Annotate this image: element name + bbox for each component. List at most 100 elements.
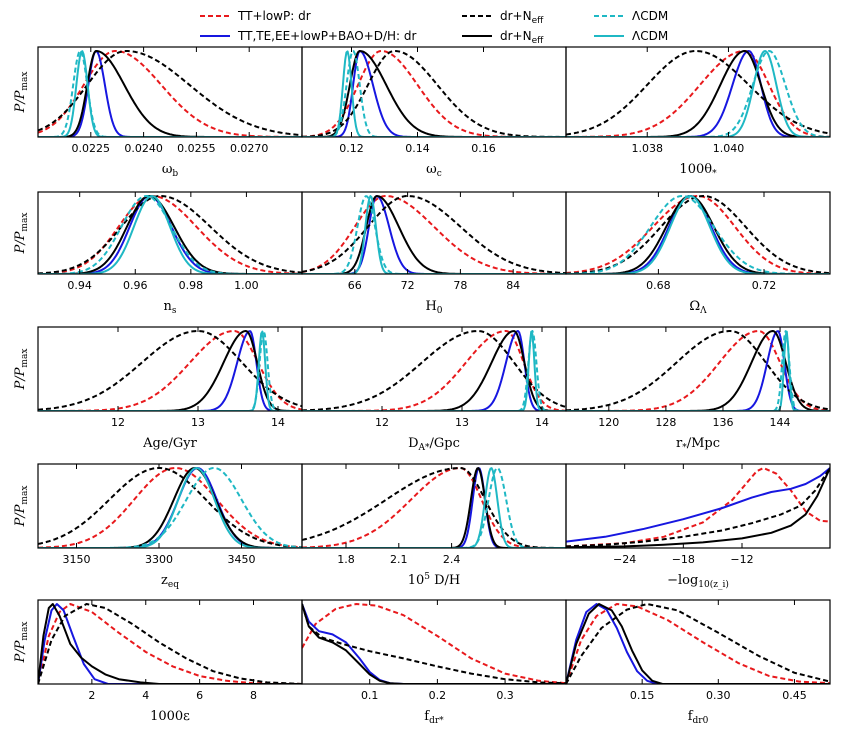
x-axis-label: zeq​ [161,573,179,590]
x-tick-label: 13 [455,416,469,429]
x-tick-label: 84 [506,279,520,292]
x-tick-label: 14 [535,416,549,429]
series-5-curve [38,467,302,548]
series-2-curve [302,467,566,548]
series-4-curve [302,50,566,137]
series-4-curve [302,467,566,548]
legend-entry-1: TT+lowP: dr [200,9,311,23]
x-tick-label: 14 [271,416,285,429]
series-6-curve [302,195,566,274]
x-tick-label: 0.2 [429,689,447,702]
series-2-curve [566,195,830,274]
panel-frame [565,191,831,275]
x-tick-label: 0.68 [646,279,671,292]
series-3-curve [566,330,830,411]
series-4-curve [38,50,302,137]
x-tick-label: 1.040 [713,142,745,155]
x-tick-label: 2.4 [443,553,461,566]
x-axis-label: 100θ*​ [679,162,717,179]
series-4-curve [38,467,302,548]
panel-frame [565,46,831,138]
panel-14: 0.1 0.2 0.3 fdr*​ [301,599,567,726]
x-tick-label: 1.8 [337,553,355,566]
x-tick-label: 12 [111,416,125,429]
series-4-curve [566,50,830,137]
series-3-curve [38,330,302,411]
series-1-curve [38,50,302,137]
x-tick-label: 136 [712,416,733,429]
series-1-curve [302,195,566,274]
x-tick-label: 0.3 [496,689,514,702]
panel-5: 66 72 78 84 H0​ [301,191,567,316]
legend-label: ΛCDM [632,29,668,43]
x-tick-label: 6 [196,689,203,702]
x-tick-label: 120 [598,416,619,429]
series-3-curve [38,195,302,274]
x-tick-label: 0.1 [361,689,379,702]
x-tick-label: −24 [613,553,636,566]
panel-frame [565,599,831,685]
series-5-curve [566,195,830,274]
panel-frame [37,599,303,685]
series-2-curve [302,50,566,137]
series-3-curve [302,330,566,411]
series-1-curve [302,467,566,548]
panel-6: 0.68 0.72 ΩΛ​ [565,191,831,316]
y-axis-label: P/Pmax [13,349,30,391]
series-6-curve [566,50,830,137]
x-tick-label: 66 [348,279,362,292]
series-2-curve [302,603,566,684]
x-tick-label: 0.16 [471,142,496,155]
x-tick-label: 0.0225 [72,142,111,155]
series-6-curve [566,195,830,274]
x-tick-label: 78 [453,279,467,292]
series-3-curve [566,603,830,684]
series-1-curve [302,603,566,684]
legend-entry-6: ΛCDM [594,29,668,43]
x-tick-label: 0.94 [67,279,92,292]
series-6-curve [38,195,302,274]
x-tick-label: 0.30 [706,689,731,702]
series-2-curve [302,195,566,274]
x-tick-label: 0.0240 [124,142,163,155]
series-5-curve [566,50,830,137]
x-tick-label: 8 [250,689,257,702]
x-tick-label: 3450 [228,553,256,566]
x-tick-label: 0.0255 [177,142,216,155]
panel-10: 3150 3300 3450 zeq​ P/Pmax [13,463,303,590]
series-1-curve [302,330,566,411]
series-3-curve [38,467,302,548]
series-5-curve [302,467,566,548]
series-1-curve [38,467,302,548]
legend-label: TT+lowP: dr [237,9,311,23]
series-4-curve [302,603,566,684]
series-1-curve [302,50,566,137]
legend-label: dr+Neff​ [500,9,544,26]
x-tick-label: −18 [672,553,695,566]
series-6-curve [302,467,566,548]
x-axis-label: r*​/Mpc [676,436,720,453]
y-axis-label: P/Pmax [13,486,30,528]
x-tick-label: 2 [88,689,95,702]
x-tick-label: 0.14 [405,142,430,155]
legend-entry-4: dr+Neff​ [462,29,544,46]
x-tick-label: 0.72 [752,279,777,292]
series-2-curve [38,603,302,684]
panel-13: 2 4 6 8 1000ε P/Pmax [13,599,303,724]
y-axis-label: P/Pmax [13,213,30,255]
x-tick-label: 1.038 [631,142,663,155]
series-3-curve [566,195,830,274]
series-3-curve [302,50,566,137]
series-1-curve [566,603,830,684]
legend-entry-3: dr+Neff​ [462,9,544,26]
legend-label: ΛCDM [632,9,668,23]
panel-8: 12 13 14 DA*​/Gpc [301,326,567,453]
legend-label: TT,TE,EE+lowP+BAO+D/H: dr [237,29,417,43]
series-6-curve [38,50,302,137]
panel-2: 0.12 0.14 0.16 ωc​ [301,46,567,179]
x-tick-label: 72 [401,279,415,292]
x-axis-label: 105​ D/H [408,572,461,588]
series-3-curve [302,603,566,684]
series-3-curve [566,50,830,136]
x-tick-label: 0.96 [123,279,148,292]
